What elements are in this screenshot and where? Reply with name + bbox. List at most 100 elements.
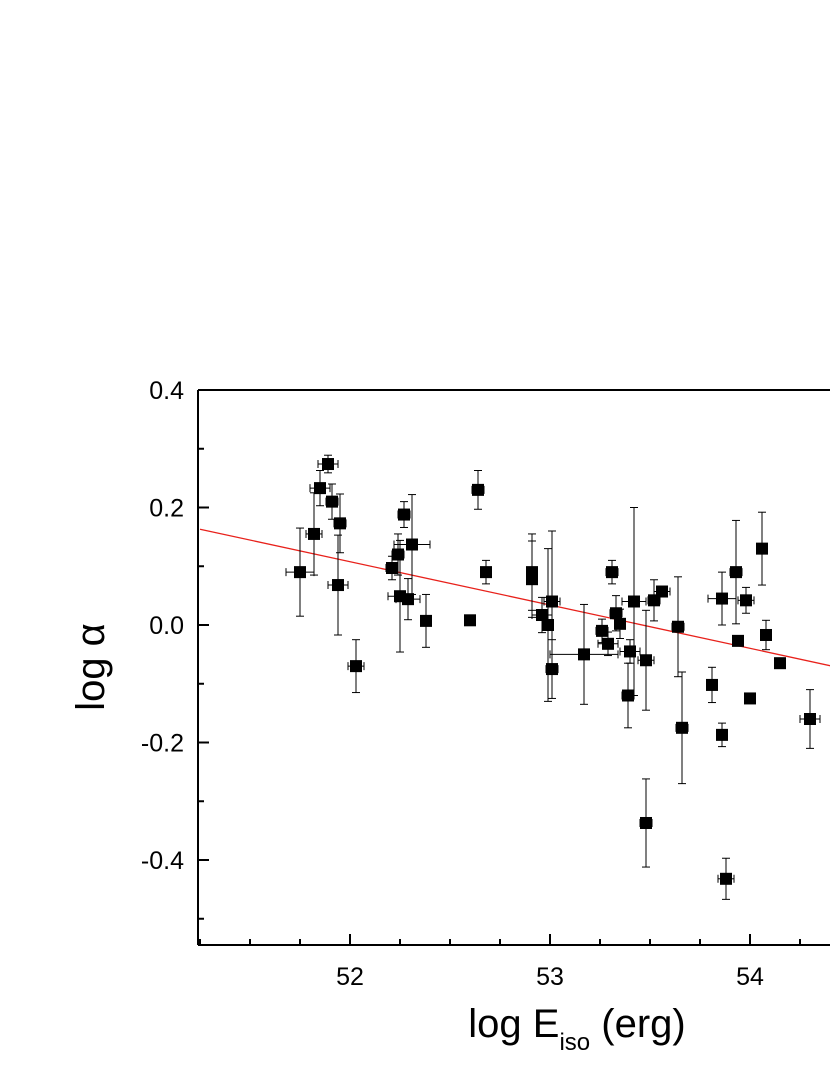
square-marker (628, 595, 640, 608)
square-marker (526, 573, 538, 586)
plot-frame (197, 389, 830, 946)
y-tick-label: 0.2 (149, 495, 184, 523)
x-tick-label: 52 (336, 963, 364, 991)
square-marker (716, 592, 728, 605)
y-tick-label: -0.2 (141, 730, 184, 758)
data-point (325, 483, 339, 520)
square-marker (756, 542, 768, 555)
data-point (549, 603, 619, 705)
x-axis-title-sub: iso (559, 1029, 590, 1056)
square-marker (720, 872, 732, 885)
data-point (744, 692, 756, 705)
data-point (639, 778, 653, 868)
data-point (543, 530, 561, 673)
x-axis-title: log Eiso (erg) (468, 1002, 685, 1056)
square-marker (334, 517, 346, 530)
data-point (732, 634, 744, 647)
data-point (671, 576, 685, 678)
data-point (393, 494, 431, 595)
data-point (309, 469, 331, 507)
square-marker (402, 593, 414, 606)
square-marker (716, 728, 728, 741)
data-point (760, 619, 772, 651)
square-marker (732, 634, 744, 647)
square-marker (332, 579, 344, 592)
data-point (317, 454, 339, 474)
square-marker (676, 721, 688, 734)
tick-labels: 52 53 54 0.4 0.2 0.0 -0.2 -0.4 (141, 377, 764, 991)
x-axis-title-unit: (erg) (590, 1002, 686, 1046)
square-marker (640, 654, 652, 667)
x-tick-label: 53 (536, 963, 564, 991)
data-point (621, 507, 647, 696)
x-axis-title-main: log E (468, 1002, 559, 1046)
data-point (285, 527, 315, 617)
square-marker (420, 614, 432, 627)
y-axis-title: log α (69, 623, 113, 711)
square-marker (740, 594, 752, 607)
x-tick-label: 54 (736, 963, 764, 991)
data-point (609, 595, 623, 632)
data-point (305, 492, 323, 576)
y-tick-label: 0.0 (149, 612, 184, 640)
data-point (675, 671, 689, 785)
data-point (716, 722, 728, 748)
data-point (619, 639, 641, 664)
square-marker (706, 678, 718, 691)
square-marker (472, 483, 484, 496)
square-marker (602, 637, 614, 650)
square-marker (326, 495, 338, 508)
square-marker (672, 620, 684, 633)
square-marker (730, 566, 742, 579)
data-point (327, 534, 349, 636)
square-marker (294, 566, 306, 579)
square-marker (464, 614, 476, 627)
square-marker (386, 562, 398, 575)
data-point (614, 608, 626, 640)
data-point (637, 609, 655, 711)
data-point (526, 540, 538, 618)
data-point (717, 857, 735, 900)
data-point (597, 631, 619, 657)
data-point (395, 578, 421, 621)
data-point (774, 657, 786, 670)
square-marker (350, 660, 362, 673)
data-point (653, 585, 671, 598)
data-point (480, 559, 492, 585)
data-point (333, 493, 347, 554)
square-marker (322, 458, 334, 471)
square-marker (392, 548, 404, 561)
data-point (464, 614, 476, 627)
square-marker (774, 657, 786, 670)
y-tick-label: -0.4 (141, 847, 184, 875)
data-point (729, 519, 743, 625)
square-marker (610, 607, 622, 620)
data-point (707, 571, 737, 626)
square-marker (614, 617, 626, 630)
data-point (706, 666, 718, 704)
data-point (397, 501, 411, 528)
square-marker (546, 595, 558, 608)
square-marker (578, 648, 590, 661)
square-marker (596, 624, 608, 637)
square-marker (744, 692, 756, 705)
y-axis-title-main: log (69, 646, 113, 711)
data-point (799, 689, 821, 749)
data-point (542, 548, 554, 702)
square-marker (656, 585, 668, 598)
square-marker (542, 619, 554, 631)
axis-ticks (198, 389, 801, 945)
data-point (347, 639, 365, 694)
square-marker (760, 628, 772, 641)
y-tick-label: 0.4 (149, 377, 184, 405)
square-marker (804, 713, 816, 725)
data-point (391, 533, 405, 576)
data-point (605, 559, 619, 585)
data-points (285, 454, 821, 900)
square-marker (398, 508, 410, 521)
square-marker (308, 527, 320, 540)
data-point (595, 618, 609, 644)
square-marker (314, 482, 326, 495)
data-point (471, 469, 485, 510)
